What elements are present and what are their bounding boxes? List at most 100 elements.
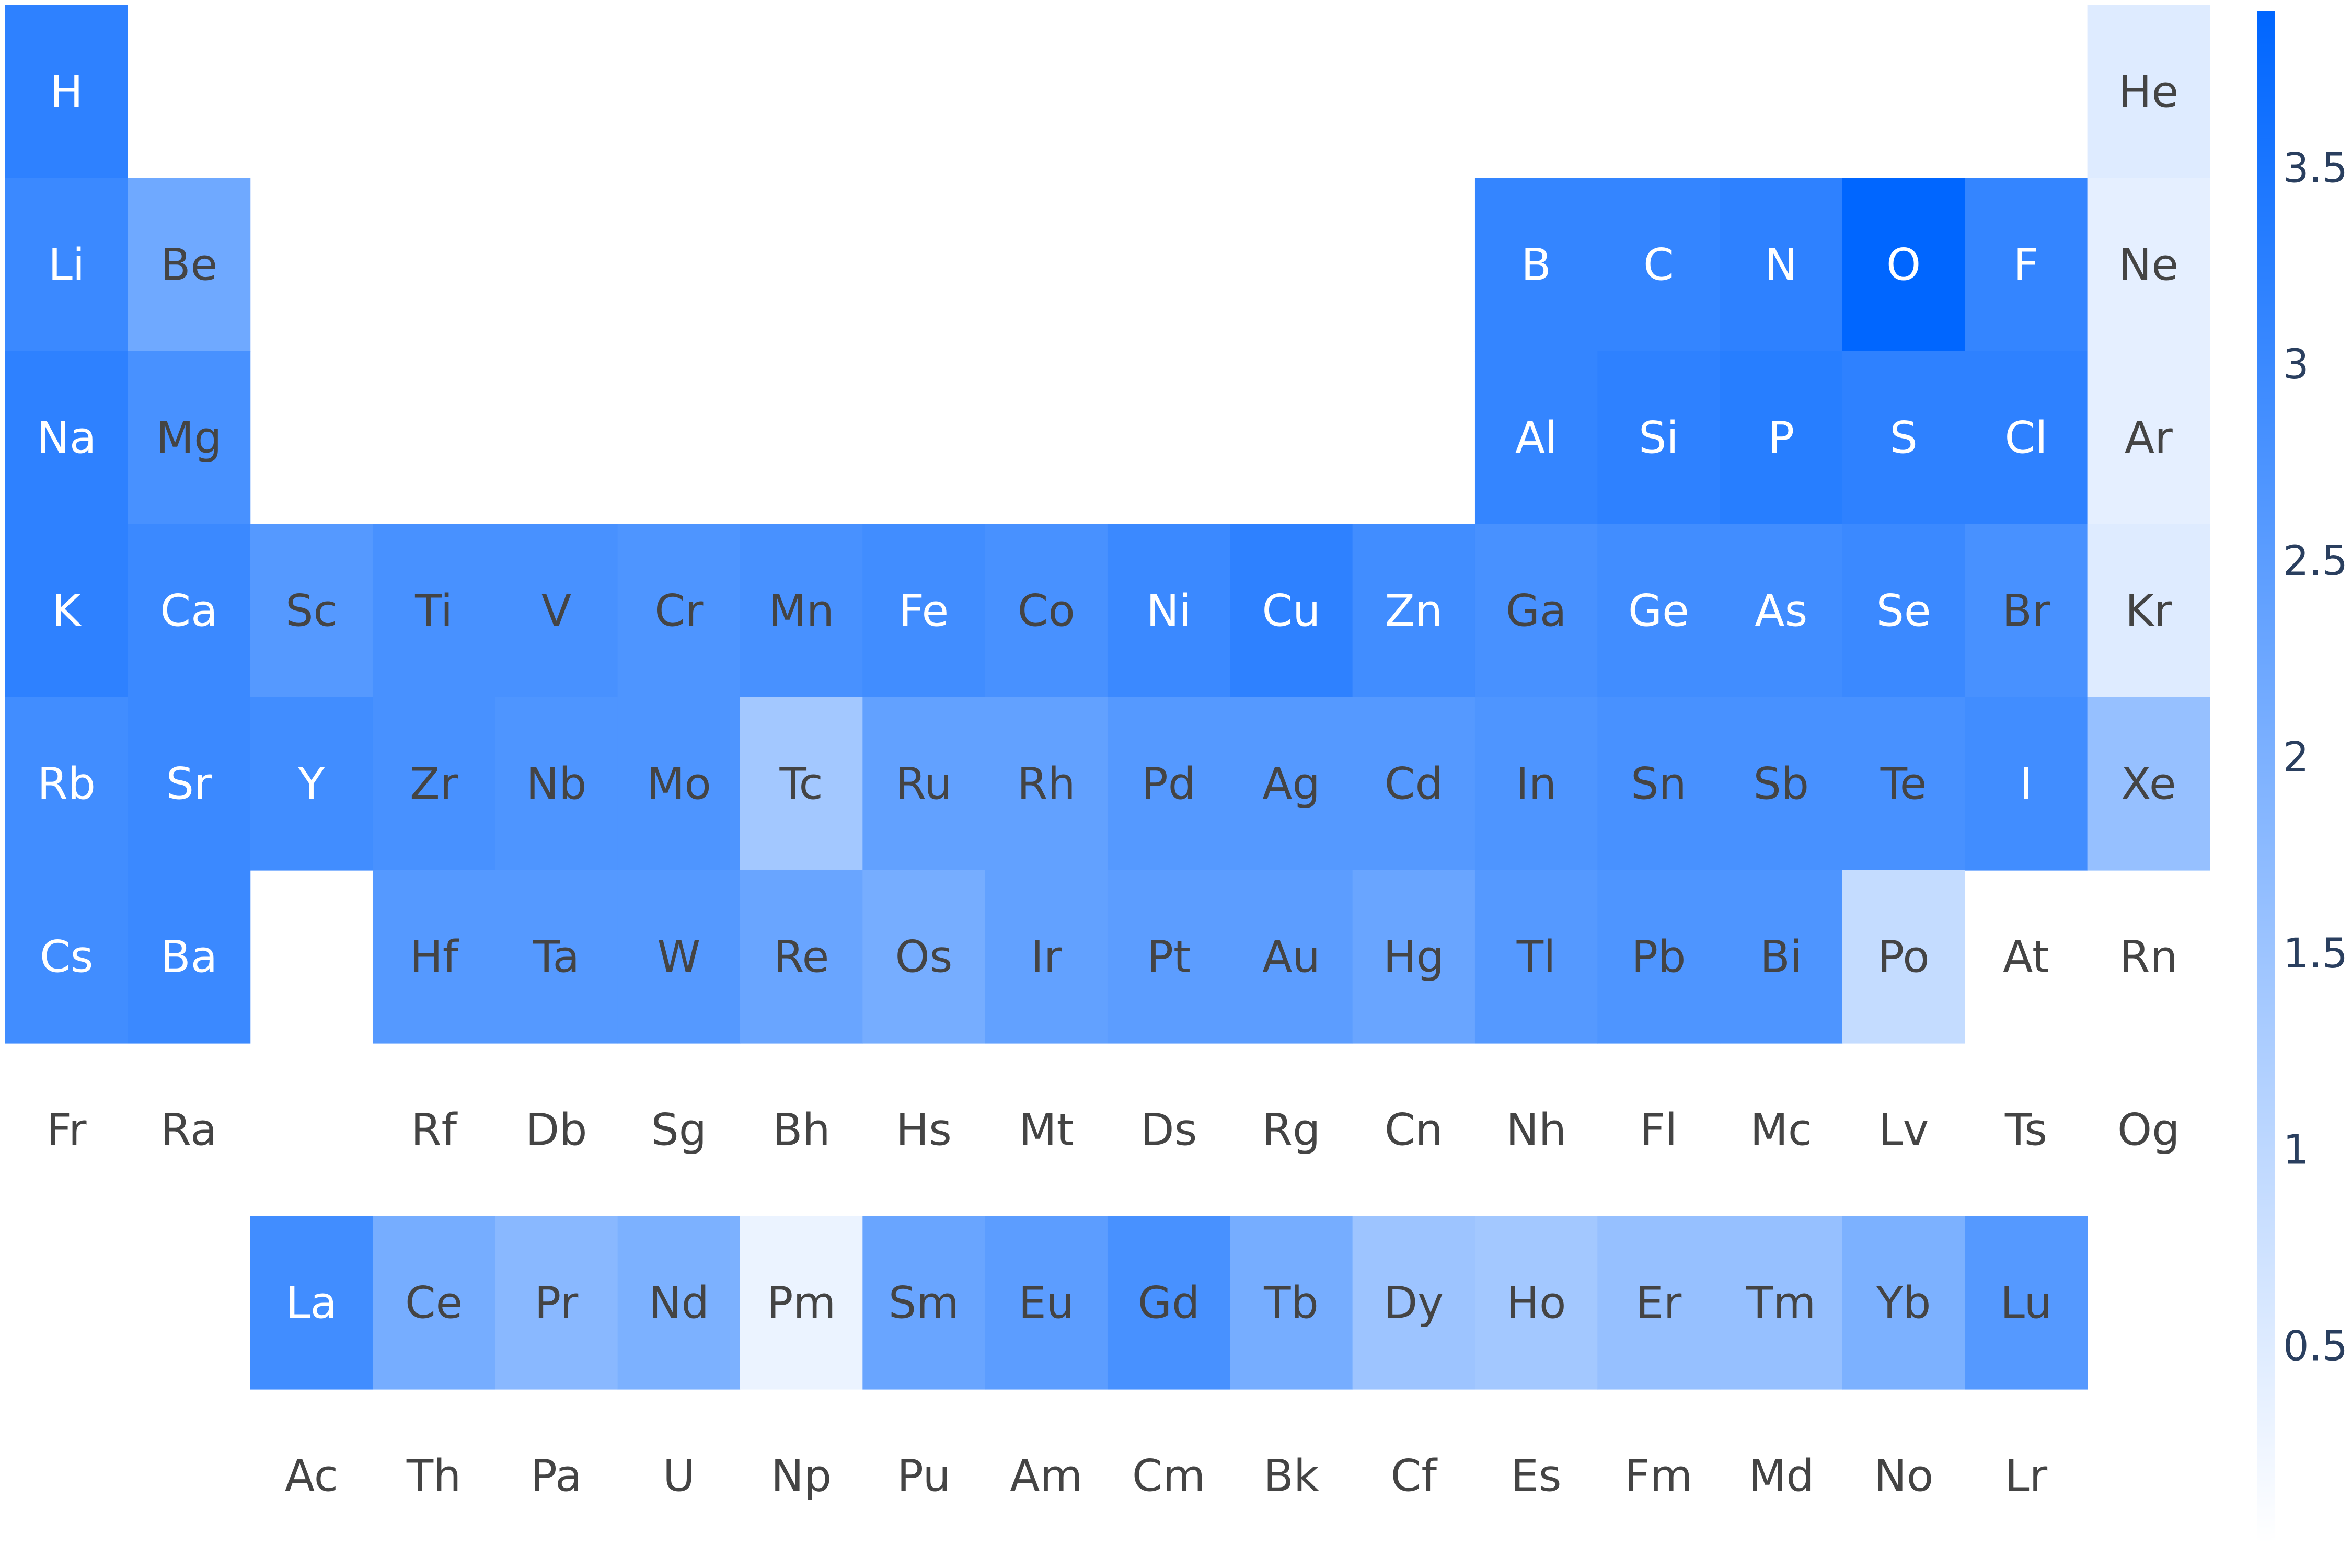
element-label-i: I — [2020, 758, 2033, 810]
cell-mn — [740, 524, 863, 698]
element-label-he: He — [2118, 66, 2178, 118]
element-label-re: Re — [774, 931, 829, 983]
element-label-zn: Zn — [1385, 585, 1443, 637]
element-label-p: P — [1768, 412, 1794, 464]
element-label-ni: Ni — [1146, 585, 1191, 637]
cell-gd — [1107, 1216, 1230, 1390]
cell-ru — [862, 697, 986, 871]
element-label-n: N — [1765, 239, 1797, 291]
element-label-pb: Pb — [1631, 931, 1686, 983]
element-label-rn: Rn — [2119, 931, 2178, 983]
element-label-nh: Nh — [1506, 1104, 1566, 1156]
cell-ne — [2087, 178, 2210, 352]
element-label-fr: Fr — [47, 1104, 87, 1156]
cell-li — [5, 178, 128, 352]
cell-s — [1842, 351, 1965, 525]
cell-ge — [1597, 524, 1721, 698]
element-label-cm: Cm — [1132, 1450, 1205, 1502]
element-label-tl: Tl — [1516, 931, 1556, 983]
element-label-be: Be — [160, 239, 217, 291]
element-label-au: Au — [1262, 931, 1320, 983]
cell-v — [495, 524, 618, 698]
element-label-ca: Ca — [160, 585, 217, 637]
element-label-mo: Mo — [647, 758, 711, 810]
element-label-mt: Mt — [1019, 1104, 1074, 1156]
element-label-cd: Cd — [1385, 758, 1443, 810]
cell-ce — [372, 1216, 495, 1390]
cell-re — [740, 870, 863, 1044]
element-label-rb: Rb — [37, 758, 96, 810]
cell-dy — [1352, 1216, 1475, 1390]
element-label-tb: Tb — [1263, 1277, 1319, 1329]
cell-nd — [617, 1216, 741, 1390]
cell-al — [1474, 351, 1598, 525]
element-label-nd: Nd — [649, 1277, 709, 1329]
element-label-th: Th — [406, 1450, 462, 1502]
element-label-ti: Ti — [414, 585, 453, 637]
element-label-os: Os — [895, 931, 953, 983]
element-label-fe: Fe — [899, 585, 949, 637]
colorbar-ticks: 0.5 1 1.5 2 2.5 3 3.5 — [2283, 145, 2348, 1370]
element-label-pr: Pr — [535, 1277, 579, 1329]
cell-sb — [1720, 697, 1843, 871]
element-label-h: H — [50, 66, 83, 118]
element-label-rh: Rh — [1017, 758, 1076, 810]
element-label-eu: Eu — [1019, 1277, 1074, 1329]
cell-ti — [372, 524, 495, 698]
element-label-tm: Tm — [1746, 1277, 1816, 1329]
element-label-ho: Ho — [1506, 1277, 1566, 1329]
element-label-cs: Cs — [40, 931, 93, 983]
cell-ir — [985, 870, 1108, 1044]
element-label-ir: Ir — [1031, 931, 1062, 983]
element-label-no: No — [1874, 1450, 1933, 1502]
cell-lu — [1965, 1216, 2088, 1390]
element-label-se: Se — [1876, 585, 1931, 637]
element-label-mg: Mg — [156, 412, 222, 464]
element-label-md: Md — [1748, 1450, 1814, 1502]
element-label-cu: Cu — [1262, 585, 1321, 637]
element-label-si: Si — [1639, 412, 1679, 464]
element-label-mn: Mn — [768, 585, 834, 637]
cell-tm — [1720, 1216, 1843, 1390]
element-label-ne: Ne — [2119, 239, 2179, 291]
cell-pr — [495, 1216, 618, 1390]
cell-os — [862, 870, 986, 1044]
element-label-b: B — [1521, 239, 1551, 291]
element-label-br: Br — [2002, 585, 2050, 637]
element-label-zr: Zr — [410, 758, 458, 810]
element-label-dy: Dy — [1384, 1277, 1444, 1329]
cell-o — [1842, 178, 1965, 352]
element-label-er: Er — [1636, 1277, 1682, 1329]
cell-b — [1474, 178, 1598, 352]
cell-c — [1597, 178, 1721, 352]
cell-rh — [985, 697, 1108, 871]
cell-w — [617, 870, 741, 1044]
cell-f — [1965, 178, 2088, 352]
cell-ba — [128, 870, 251, 1044]
cell-nb — [495, 697, 618, 871]
element-label-in: In — [1516, 758, 1557, 810]
element-label-np: Np — [771, 1450, 832, 1502]
element-label-ts: Ts — [2004, 1104, 2047, 1156]
cell-la — [250, 1216, 373, 1390]
cell-sr — [128, 697, 251, 871]
heatmap-cells — [5, 5, 2210, 1390]
element-label-al: Al — [1515, 412, 1558, 464]
element-label-bh: Bh — [773, 1104, 831, 1156]
cell-as — [1720, 524, 1843, 698]
cell-cl — [1965, 351, 2088, 525]
cell-ga — [1474, 524, 1598, 698]
cell-bi — [1720, 870, 1843, 1044]
cell-ho — [1474, 1216, 1598, 1390]
cell-er — [1597, 1216, 1721, 1390]
element-label-rf: Rf — [411, 1104, 458, 1156]
element-label-tc: Tc — [779, 758, 823, 810]
cell-tl — [1474, 870, 1598, 1044]
element-label-db: Db — [525, 1104, 587, 1156]
element-label-bi: Bi — [1760, 931, 1802, 983]
element-label-pu: Pu — [897, 1450, 950, 1502]
element-label-lr: Lr — [2005, 1450, 2048, 1502]
element-label-cl: Cl — [2004, 412, 2047, 464]
element-label-fl: Fl — [1640, 1104, 1678, 1156]
